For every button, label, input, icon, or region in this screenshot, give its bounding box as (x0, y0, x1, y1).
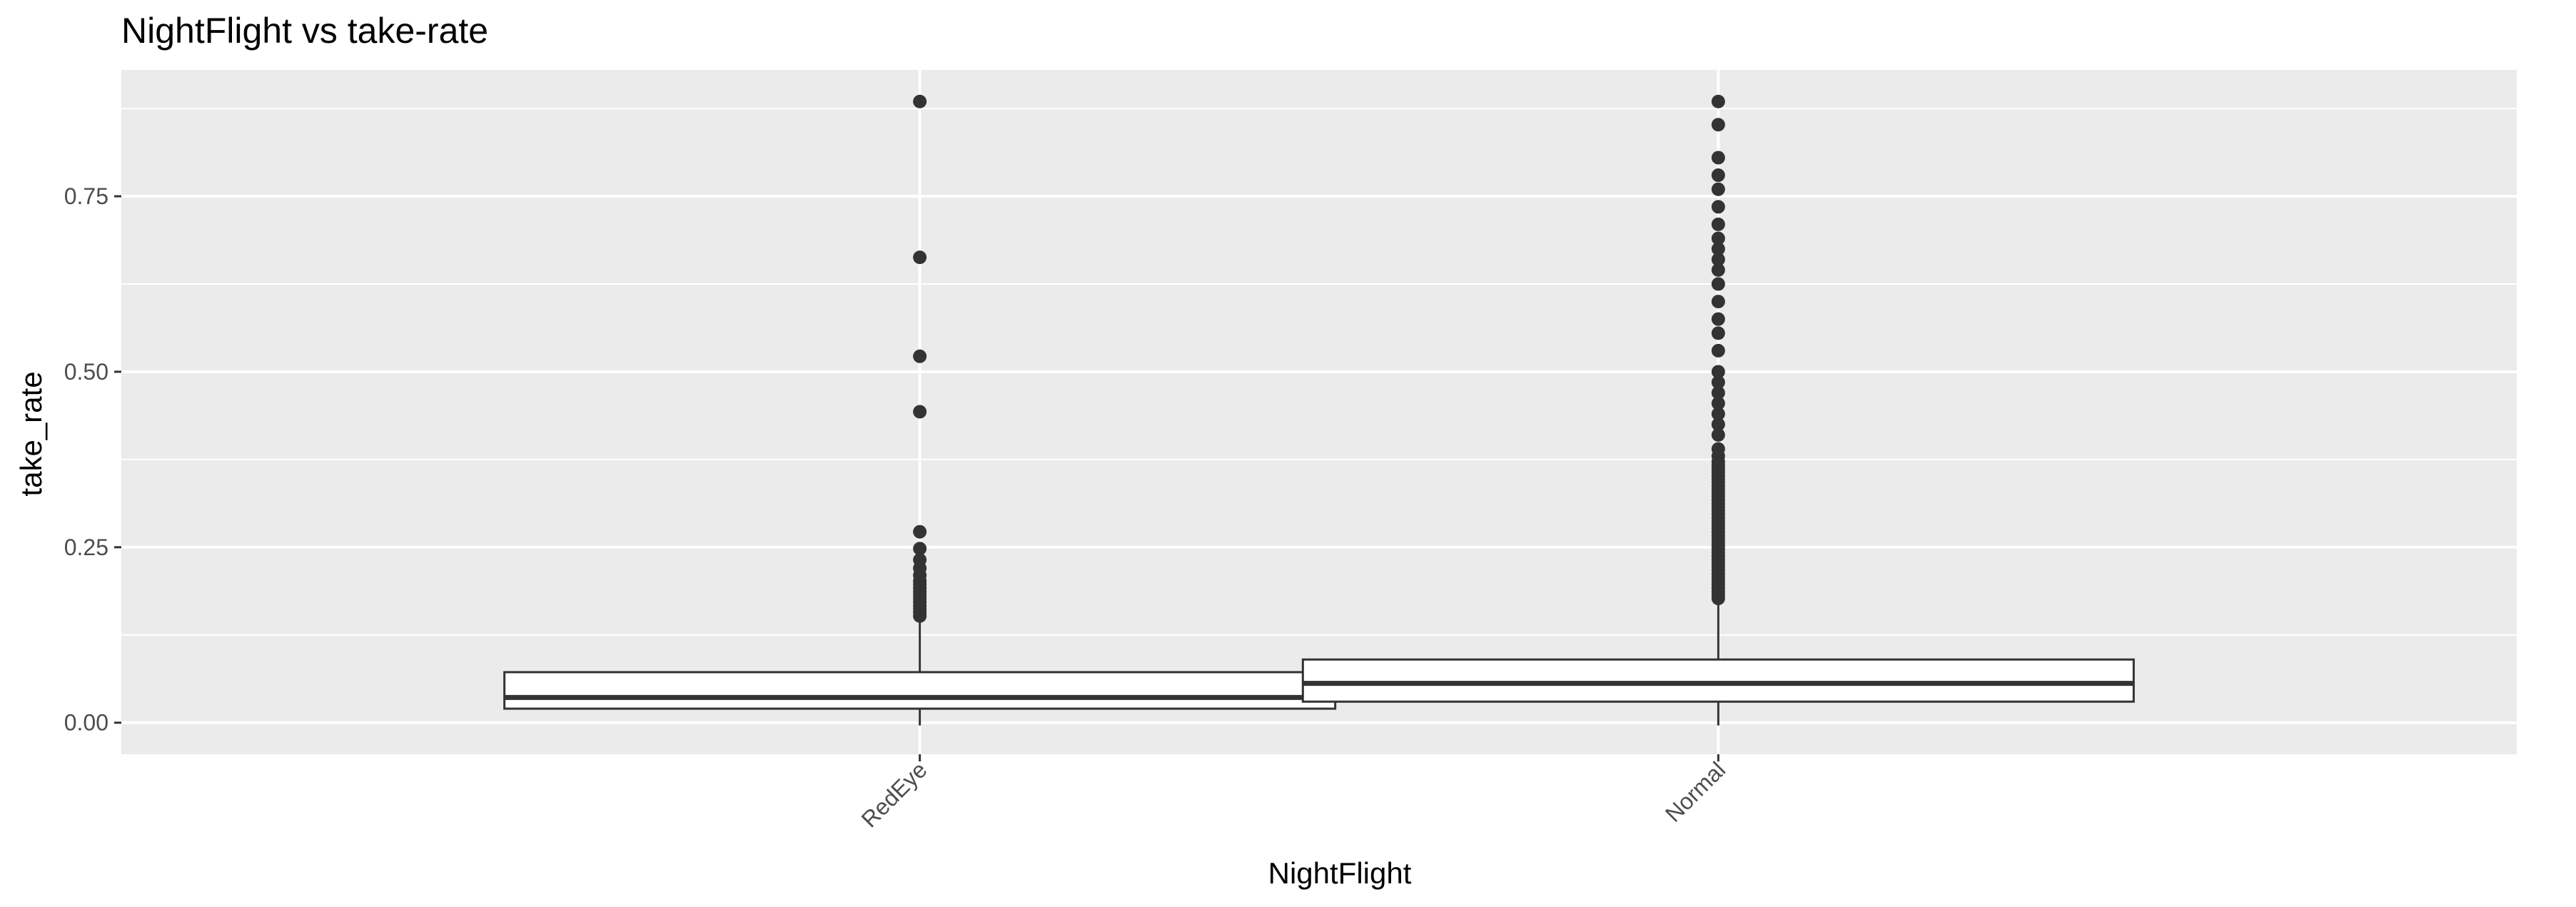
outlier-point (1711, 343, 1725, 358)
y-tick-label: 0.25 (64, 534, 108, 560)
plot-area: 0.00 0.25 0.50 0.75 RedEye Normal (64, 70, 2517, 832)
outlier-point (1711, 326, 1725, 340)
outlier-point (1711, 168, 1725, 183)
outlier-point (913, 405, 927, 419)
outlier-point (1711, 253, 1725, 267)
box (503, 671, 1337, 710)
outlier-point (1711, 217, 1725, 231)
outlier-point (1711, 200, 1725, 214)
outlier-point (1711, 417, 1725, 432)
y-axis-title: take_rate (14, 371, 48, 496)
outlier-point (1711, 312, 1725, 326)
outlier-point (1711, 242, 1725, 256)
outlier-point (913, 94, 927, 108)
outlier-point (1711, 277, 1725, 291)
outlier-point (1711, 427, 1725, 442)
outlier-point (1711, 182, 1725, 196)
outlier-point (1711, 385, 1725, 400)
x-axis-title: NightFlight (1268, 856, 1412, 890)
outlier-point (1711, 442, 1725, 456)
outlier-point (1711, 231, 1725, 245)
outlier-point (1711, 295, 1725, 309)
outlier-point (1711, 365, 1725, 379)
y-tick-label: 0.00 (64, 710, 108, 736)
chart-title: NightFlight vs take-rate (121, 11, 488, 51)
outlier-point (1711, 151, 1725, 165)
outlier-point (913, 525, 927, 539)
outlier-point (1711, 407, 1725, 421)
outlier-point (1711, 375, 1725, 390)
outlier-point (913, 250, 927, 265)
outlier-point (913, 542, 927, 556)
y-tick-label: 0.50 (64, 359, 108, 385)
outlier-point (913, 553, 927, 567)
outlier-point (1711, 396, 1725, 410)
box (1301, 658, 2135, 703)
y-tick-label: 0.75 (64, 183, 108, 209)
outlier-point (1711, 118, 1725, 132)
outlier-point (913, 349, 927, 363)
x-tick-label: RedEye (857, 756, 932, 832)
outlier-point (1711, 94, 1725, 108)
plot-panel (121, 70, 2517, 754)
outlier-point (1711, 263, 1725, 277)
x-tick-label: Normal (1660, 756, 1730, 826)
